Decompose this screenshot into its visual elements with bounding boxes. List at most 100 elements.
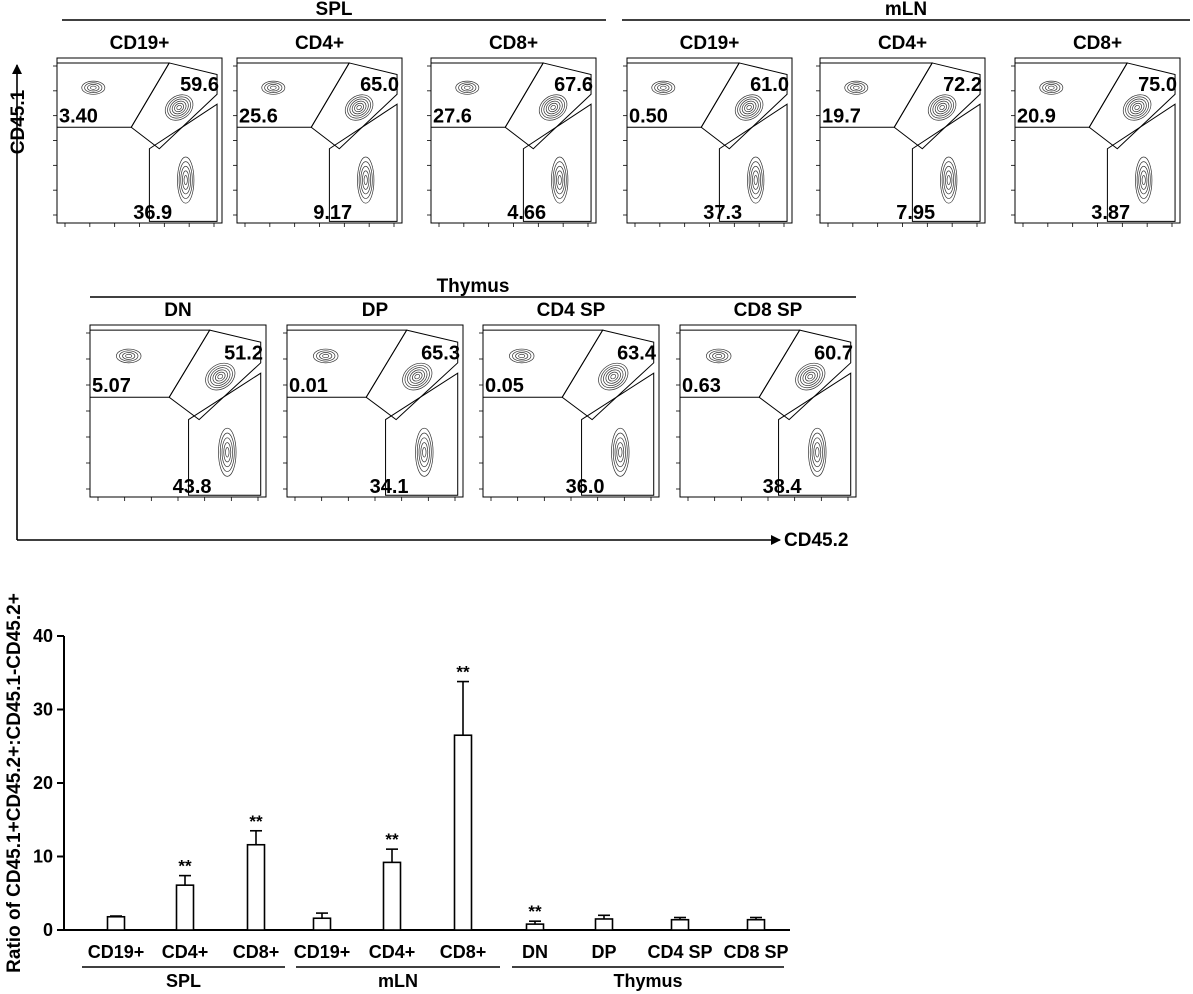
contour-line bbox=[509, 348, 535, 364]
contour-line bbox=[847, 82, 866, 93]
contour-line bbox=[541, 96, 565, 119]
contour-line bbox=[178, 161, 193, 199]
contour-line bbox=[422, 447, 427, 458]
contour-line bbox=[351, 100, 367, 115]
gate-percent-upper-right: 65.3 bbox=[421, 342, 460, 364]
contour-line bbox=[515, 352, 529, 360]
contour-line bbox=[409, 369, 425, 384]
group-label: mLN bbox=[378, 971, 418, 991]
panel-title: DN bbox=[164, 300, 191, 321]
gate-percent-upper-right: 75.0 bbox=[1138, 74, 1177, 96]
contour-line bbox=[552, 161, 567, 199]
group-header-label: Thymus bbox=[437, 276, 510, 297]
contour-line bbox=[261, 80, 286, 95]
panel-title: CD4+ bbox=[878, 33, 927, 54]
contour-line bbox=[319, 352, 333, 360]
contour-line bbox=[610, 374, 617, 380]
significance-marker: ** bbox=[528, 902, 542, 921]
contour-line bbox=[795, 362, 826, 391]
contour-line bbox=[746, 105, 752, 110]
contour-line bbox=[611, 427, 630, 477]
contour-line bbox=[1132, 102, 1143, 113]
gate-percent-lower: 36.0 bbox=[566, 476, 605, 498]
contour-line bbox=[548, 102, 559, 113]
group-header-label: mLN bbox=[885, 0, 927, 20]
gate-percent-upper-right: 72.2 bbox=[943, 74, 982, 96]
contour-line bbox=[212, 369, 228, 384]
category-label: CD19+ bbox=[294, 942, 351, 962]
significance-marker: ** bbox=[385, 830, 399, 849]
contour-line bbox=[815, 447, 820, 458]
contour-line bbox=[748, 161, 763, 199]
contour-line bbox=[125, 353, 133, 359]
flow-panel: 3.40 59.6 36.9 CD19+ bbox=[53, 33, 223, 227]
contour-line bbox=[853, 85, 860, 90]
contour-line bbox=[458, 82, 477, 93]
flow-panel: 27.6 67.6 4.66 CD8+ bbox=[427, 33, 597, 227]
contour-line bbox=[715, 353, 723, 359]
contour-line bbox=[356, 105, 362, 110]
gate-percent-lower: 34.1 bbox=[370, 476, 409, 498]
gate-lower bbox=[328, 103, 398, 222]
gate-percent-upper-left: 3.40 bbox=[59, 105, 98, 127]
gate-percent-upper-right: 61.0 bbox=[750, 74, 789, 96]
contour-line bbox=[614, 437, 626, 468]
bar-y-axis-label: Ratio of CD45.1+CD45.2+:CD45.1-CD45.2+ bbox=[4, 593, 25, 973]
contour-line bbox=[267, 84, 280, 92]
gate-upper-right bbox=[893, 62, 981, 150]
bar bbox=[525, 923, 545, 931]
contour-line bbox=[313, 348, 339, 364]
contour-line bbox=[214, 371, 226, 382]
y-tick-label: 40 bbox=[33, 626, 53, 646]
gate-percent-lower: 43.8 bbox=[173, 476, 212, 498]
bar bbox=[106, 915, 126, 931]
contour-line bbox=[358, 161, 373, 199]
gate-upper-right bbox=[130, 62, 218, 150]
contour-line bbox=[941, 161, 956, 199]
contour-line bbox=[354, 102, 365, 113]
contour-line bbox=[322, 353, 330, 359]
contour-line bbox=[225, 447, 230, 458]
contour-line bbox=[945, 170, 953, 190]
contour-line bbox=[464, 85, 471, 90]
gate-lower bbox=[385, 372, 459, 496]
contour-line bbox=[223, 442, 232, 463]
gate-percent-upper-right: 60.7 bbox=[814, 342, 853, 364]
contour-line bbox=[349, 98, 369, 117]
contour-line bbox=[1125, 96, 1149, 119]
contour-line bbox=[603, 367, 624, 386]
flow-panel: 0.50 61.0 37.3 CD19+ bbox=[623, 33, 793, 227]
category-label: DP bbox=[591, 942, 616, 962]
x-axis-label: CD45.2 bbox=[784, 530, 848, 551]
category-label: CD4 SP bbox=[647, 942, 712, 962]
y-tick-label: 0 bbox=[43, 920, 53, 940]
contour-line bbox=[420, 442, 429, 463]
bar bbox=[670, 918, 690, 931]
contour-line bbox=[930, 96, 954, 119]
gate-lower bbox=[581, 372, 655, 496]
contour-line bbox=[813, 442, 822, 463]
contour-line bbox=[461, 84, 474, 92]
significance-marker: ** bbox=[249, 812, 263, 831]
category-label: CD8+ bbox=[233, 942, 280, 962]
contour-line bbox=[753, 175, 758, 186]
gate-lower bbox=[188, 372, 262, 496]
contour-line bbox=[81, 80, 106, 95]
contour-line bbox=[741, 100, 757, 115]
gate-upper-right bbox=[758, 329, 852, 421]
gate-lower bbox=[1106, 103, 1176, 222]
bar bbox=[312, 917, 332, 931]
bar bbox=[746, 918, 766, 931]
gate-percent-lower: 4.66 bbox=[507, 202, 546, 224]
gate-percent-upper-left: 0.50 bbox=[629, 105, 668, 127]
contour-line bbox=[712, 352, 726, 360]
contour-line bbox=[218, 427, 237, 477]
contour-line bbox=[654, 82, 673, 93]
contour-line bbox=[747, 156, 765, 204]
contour-line bbox=[660, 85, 667, 90]
contour-line bbox=[556, 170, 564, 190]
gate-percent-upper-right: 59.6 bbox=[180, 74, 219, 96]
category-label: DN bbox=[522, 942, 548, 962]
contour-line bbox=[612, 432, 628, 472]
